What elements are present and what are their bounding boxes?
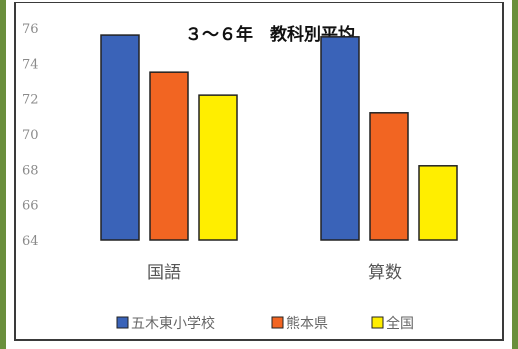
y-tick-label: 76 <box>22 22 39 37</box>
legend-swatch <box>371 316 384 329</box>
legend-swatch <box>271 316 284 329</box>
legend-swatch <box>116 316 129 329</box>
bar-0-2 <box>198 94 238 241</box>
y-tick-label: 64 <box>22 234 39 249</box>
bar-1-2 <box>418 165 458 241</box>
y-tick-label: 70 <box>22 128 39 143</box>
x-axis: 国語 算数 <box>147 263 402 283</box>
y-tick-label: 68 <box>22 163 39 178</box>
legend-label: 熊本県 <box>286 316 328 332</box>
category-label: 国語 <box>147 263 181 283</box>
bar-1-0 <box>320 36 360 241</box>
legend-label: 全国 <box>386 315 414 332</box>
bar-1-1 <box>369 112 409 241</box>
category-label: 算数 <box>368 263 402 283</box>
bar-0-0 <box>100 34 140 241</box>
y-tick-label: 72 <box>22 93 39 108</box>
bars <box>100 34 458 241</box>
legend: 五木東小学校 熊本県 全国 <box>116 315 414 332</box>
y-tick-label: 66 <box>22 199 39 214</box>
legend-label: 五木東小学校 <box>131 315 215 332</box>
chart-title: ３～６年 教科別平均 <box>185 24 355 45</box>
y-axis: 64 66 68 70 72 74 76 <box>22 22 39 249</box>
bar-0-1 <box>149 71 189 241</box>
y-tick-label: 74 <box>22 57 39 72</box>
